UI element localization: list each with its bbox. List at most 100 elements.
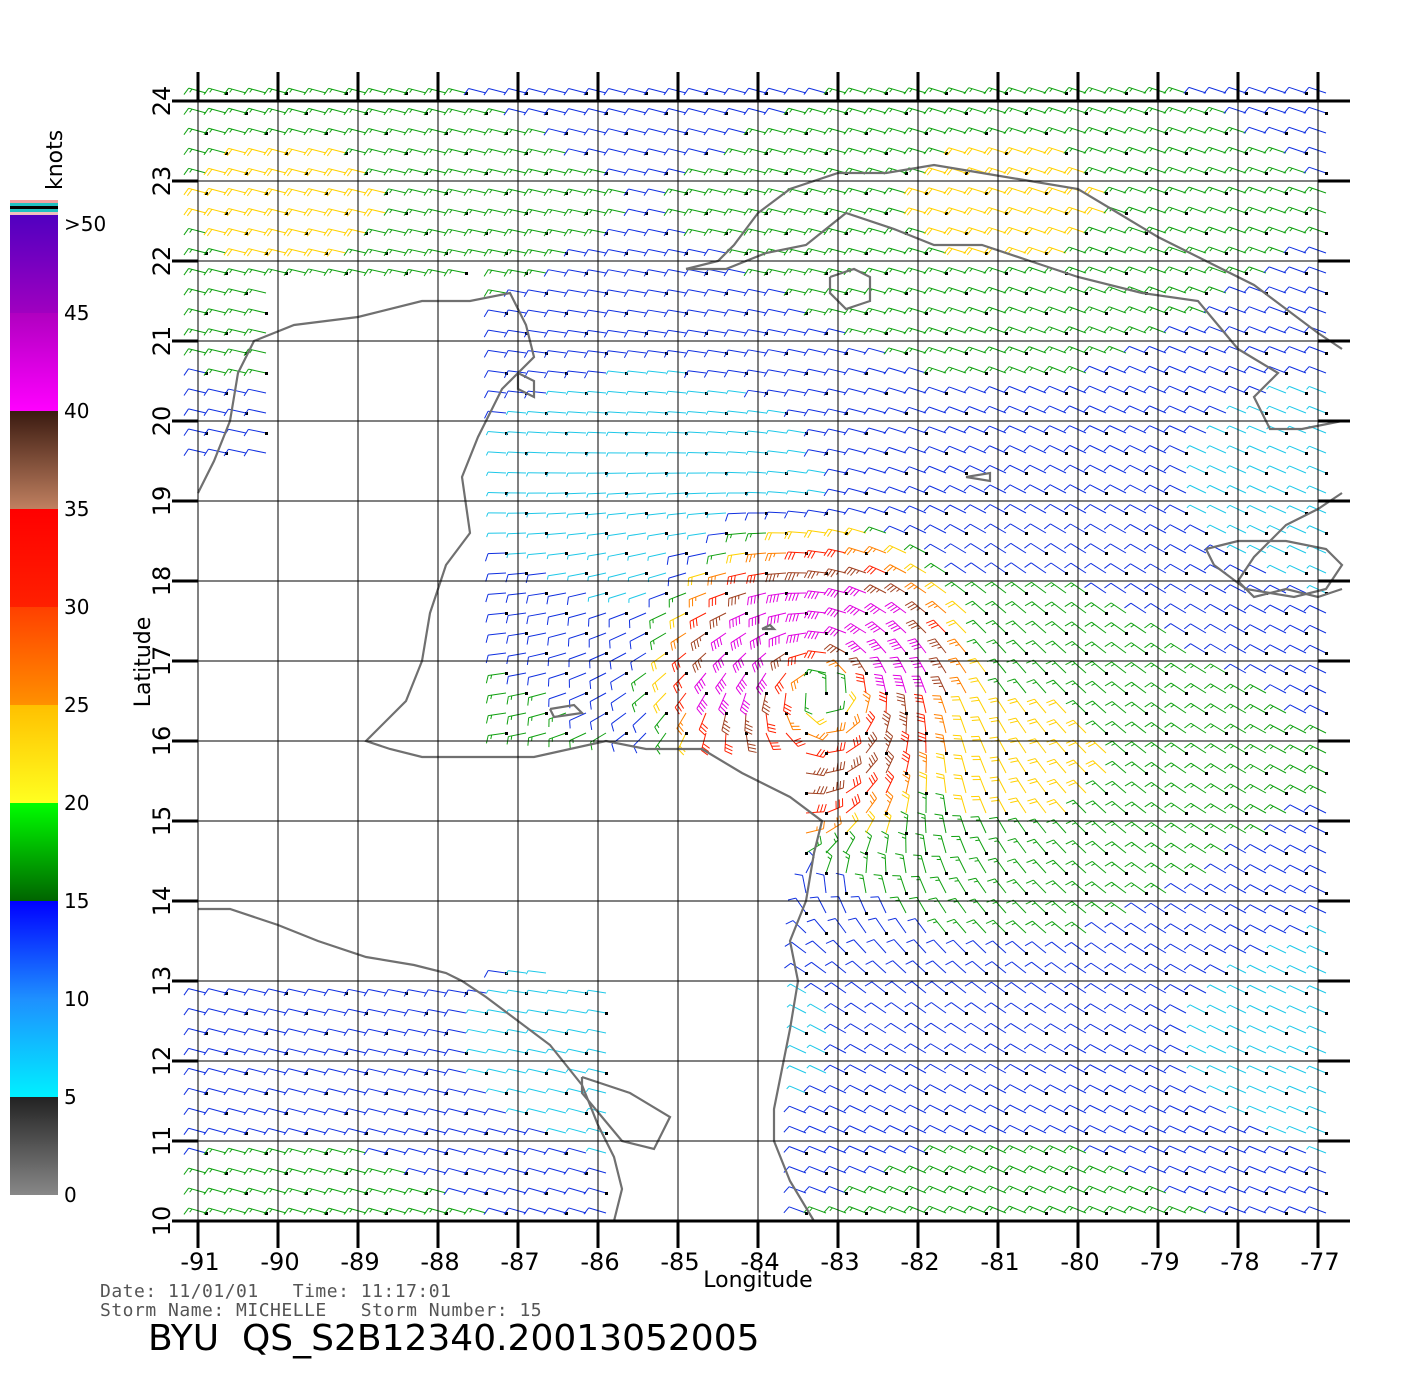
wind-barb [303,1187,327,1195]
wind-barb [263,988,288,996]
longitude-tick-label: -78 [1220,1248,1259,1276]
wind-barb [1303,166,1328,175]
wind-barb [723,188,748,196]
wind-barb [804,982,828,995]
wind-barb [1183,365,1207,374]
wind-barb [583,309,607,318]
wind-barb [1123,345,1148,355]
wind-barb [904,601,928,615]
wind-barb [363,1187,387,1195]
wind-barb [1303,744,1327,754]
wind-barb [1263,126,1288,135]
wind-barb [865,830,873,855]
wind-barb [1163,306,1187,314]
wind-barb [763,328,787,337]
wind-barb [483,108,507,116]
wind-barb [1164,702,1187,714]
wind-barb [283,1068,308,1076]
wind-barb [725,390,747,395]
wind-barb [745,732,757,753]
coastline-cuba-south [686,211,1343,431]
wind-barb [686,552,707,565]
wind-barb [443,228,467,237]
wind-barb [203,428,227,437]
wind-barb [1263,704,1287,714]
wind-barb [583,148,607,156]
wind-barb [1163,524,1187,534]
wind-barb [568,672,587,688]
wind-barb [1246,1105,1267,1114]
wind-barb [743,349,767,357]
wind-barb [1103,1003,1127,1014]
wind-barb [825,779,845,794]
wind-barb [563,168,587,176]
wind-barb [803,509,828,518]
wind-barb [963,1124,987,1134]
wind-barb [784,510,807,519]
wind-barb [183,408,207,416]
wind-barb [323,1147,347,1156]
wind-barb [283,1167,307,1175]
wind-barb [1023,107,1047,115]
wind-barb [1223,763,1247,774]
wind-barb [963,266,987,274]
wind-barb [1124,781,1147,794]
wind-barb [1103,504,1128,515]
wind-barb [565,1107,588,1115]
wind-barb [1063,166,1088,175]
wind-barb [1085,680,1107,694]
wind-barb [363,1088,388,1096]
wind-barb [883,564,907,574]
wind-barb [825,741,846,755]
wind-barb [243,1028,268,1036]
wind-barb [403,1207,427,1215]
wind-barb [823,207,847,216]
wind-barb [1043,1165,1068,1175]
wind-barb [323,268,348,276]
latitude-tick-label: 23 [148,166,176,197]
wind-barb [1303,106,1328,115]
wind-barb [1043,1023,1067,1034]
wind-barb [863,287,887,295]
wind-barb [1064,962,1087,974]
wind-barb [243,127,268,136]
wind-barb [1226,425,1247,434]
wind-barb [303,1028,328,1036]
wind-barb [630,652,647,671]
longitude-tick-label: -84 [740,1248,779,1276]
wind-barb [883,327,907,335]
wind-barb [1203,703,1227,714]
wind-barb [1303,644,1328,655]
wind-barb [506,552,527,559]
wind-barb [1083,106,1107,114]
wind-barb [932,695,947,714]
wind-barb [203,87,228,95]
wind-barb [443,1187,467,1195]
wind-barb [887,917,907,934]
wind-barb [483,1128,507,1136]
wind-barb [1144,702,1167,714]
wind-barb [203,328,228,336]
wind-barb [463,248,487,257]
wind-barb [1043,1064,1067,1074]
wind-barb [1306,965,1327,974]
wind-barb [1286,1065,1307,1074]
wind-barb [864,1023,887,1034]
wind-barb [743,107,767,116]
wind-barb [1243,266,1267,274]
wind-barb [1123,1205,1147,1214]
wind-barb [804,692,813,715]
wind-barb [263,268,288,276]
wind-barb [989,796,1008,815]
wind-barb [1286,505,1308,515]
wind-barb [1243,1206,1267,1214]
wind-barb [706,492,727,498]
wind-barb [1183,266,1207,274]
wind-barb [1163,226,1187,234]
wind-barb [903,107,927,115]
wind-barb [363,188,388,197]
wind-barb [1043,365,1067,374]
wind-barb [1083,246,1108,255]
wind-barb [603,228,627,237]
wind-barb [764,552,787,562]
